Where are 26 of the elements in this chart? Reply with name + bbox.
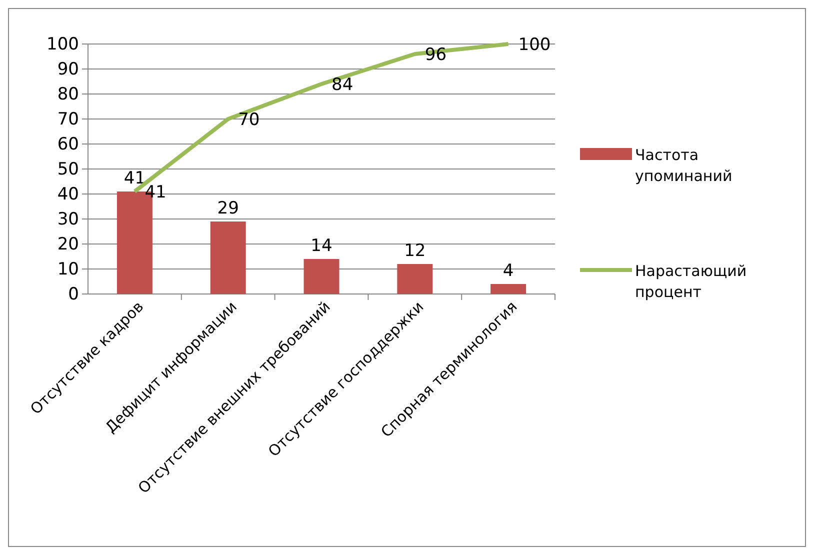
y-tick-label: 10 — [57, 259, 79, 280]
y-tick-label: 40 — [57, 184, 79, 204]
bar — [490, 284, 526, 294]
y-tick-label: 20 — [57, 234, 79, 254]
y-tick-label: 80 — [57, 84, 79, 104]
data-label: 29 — [217, 198, 239, 218]
legend-label: Частота упоминаний — [635, 146, 732, 185]
data-label: 84 — [332, 75, 354, 95]
data-label: 14 — [310, 236, 332, 256]
bar — [397, 264, 433, 294]
y-tick-label: 100 — [46, 34, 79, 54]
y-tick-label: 50 — [57, 159, 79, 180]
y-tick-label: 60 — [57, 134, 79, 154]
data-label: 70 — [238, 110, 260, 130]
y-tick-label: 70 — [57, 109, 79, 130]
data-label: 41 — [124, 168, 146, 188]
data-label: 4 — [502, 261, 514, 281]
data-label: 12 — [404, 241, 426, 261]
data-label: 100 — [518, 35, 551, 55]
legend-label: Нарастающий процент — [635, 262, 747, 301]
data-label: 41 — [144, 182, 166, 202]
bar — [304, 259, 340, 294]
y-tick-label: 30 — [57, 209, 79, 230]
y-tick-label: 90 — [57, 59, 79, 80]
bar — [210, 222, 246, 294]
y-tick-label: 0 — [68, 284, 79, 304]
